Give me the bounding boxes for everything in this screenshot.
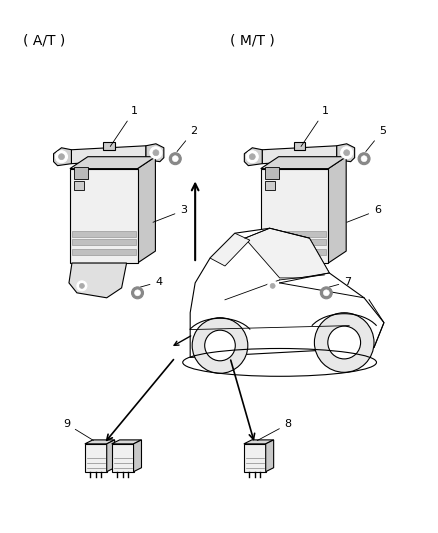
Circle shape [150,147,162,159]
Circle shape [361,156,367,161]
Circle shape [344,150,350,156]
Ellipse shape [314,313,374,373]
Text: 7: 7 [329,277,351,287]
Polygon shape [70,157,155,168]
Polygon shape [210,233,250,266]
Bar [112,444,134,472]
Polygon shape [190,228,384,358]
Text: 1: 1 [301,106,328,147]
Bar [103,142,115,150]
Bar [70,168,138,263]
Bar [263,249,326,255]
Text: 5: 5 [366,126,386,151]
Bar [261,168,328,263]
Bar [293,142,305,150]
Bar [265,181,275,190]
Polygon shape [260,263,318,298]
Circle shape [341,147,353,159]
Polygon shape [244,148,262,166]
Text: 8: 8 [257,419,292,441]
Polygon shape [146,144,164,161]
Bar [72,239,135,245]
Text: ( A/T ): ( A/T ) [23,34,66,47]
Text: 3: 3 [153,205,187,222]
Circle shape [249,154,255,160]
Circle shape [59,154,64,160]
Text: 6: 6 [347,205,381,222]
Polygon shape [262,146,337,164]
Ellipse shape [328,326,360,359]
Circle shape [270,284,275,288]
Ellipse shape [192,318,248,373]
Bar [74,181,84,190]
Text: 2: 2 [177,126,197,151]
Bar [72,249,135,255]
Circle shape [320,287,332,299]
Polygon shape [244,440,274,444]
Polygon shape [112,440,141,444]
Circle shape [131,287,144,299]
Circle shape [56,151,67,163]
Bar [263,239,326,245]
Polygon shape [53,148,71,166]
Polygon shape [245,228,329,278]
Bar [74,167,88,179]
Text: ( M/T ): ( M/T ) [230,34,275,47]
Polygon shape [266,440,274,472]
Polygon shape [107,440,115,472]
Bar [85,444,107,472]
Polygon shape [85,440,115,444]
Circle shape [323,290,329,296]
Circle shape [268,281,278,291]
Polygon shape [69,263,127,298]
Polygon shape [328,157,346,263]
Circle shape [170,153,181,165]
Polygon shape [337,144,355,161]
Bar [263,231,326,237]
Polygon shape [138,157,155,263]
Text: 1: 1 [110,106,138,147]
Circle shape [246,151,258,163]
Bar [265,167,279,179]
Ellipse shape [205,330,235,361]
Text: 4: 4 [140,277,162,287]
Circle shape [77,281,87,291]
Bar [72,231,135,237]
Polygon shape [71,146,146,164]
Polygon shape [134,440,141,472]
Circle shape [134,290,141,296]
Circle shape [172,156,178,161]
Polygon shape [261,157,346,168]
Bar [244,444,266,472]
Circle shape [358,153,370,165]
Circle shape [79,284,85,288]
Text: 9: 9 [63,419,93,440]
Circle shape [153,150,159,156]
